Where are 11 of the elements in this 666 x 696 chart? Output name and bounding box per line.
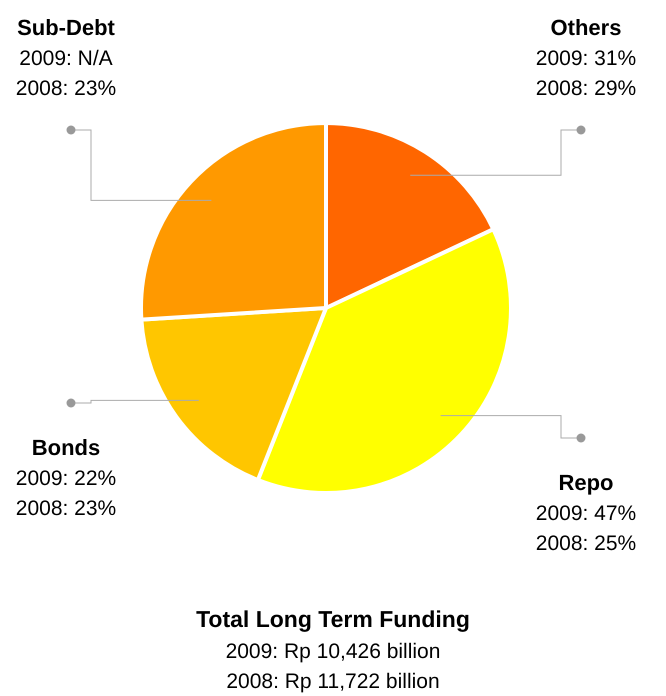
slice-label: Bonds <box>32 435 100 460</box>
slice-label: Repo <box>558 470 614 495</box>
text: 2009: Rp 10,426 billion <box>226 640 440 663</box>
slice-label: Others <box>550 15 622 40</box>
text: 2009: 31% 2008: 29% <box>536 47 636 100</box>
text: 2009: 47% 2008: 25% <box>536 502 636 555</box>
slice-label: Sub-Debt <box>17 15 116 40</box>
text: 2009: N/A 2008: 23% <box>16 47 116 100</box>
text: Total Long Term Funding <box>196 606 470 632</box>
text: 2008: Rp 11,722 billion <box>226 670 440 693</box>
text: 2009: 22% 2008: 23% <box>16 467 116 520</box>
